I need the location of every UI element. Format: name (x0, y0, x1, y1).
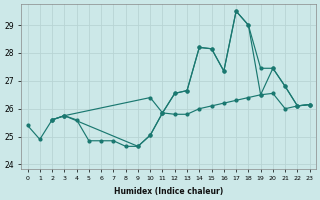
X-axis label: Humidex (Indice chaleur): Humidex (Indice chaleur) (114, 187, 223, 196)
